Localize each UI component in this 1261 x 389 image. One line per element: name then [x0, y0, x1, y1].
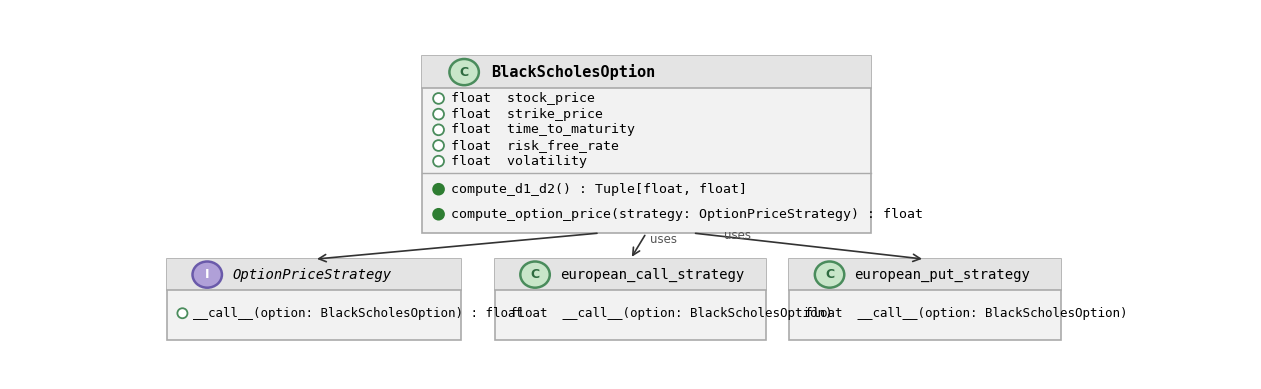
- FancyBboxPatch shape: [166, 259, 462, 290]
- FancyBboxPatch shape: [494, 259, 765, 290]
- Circle shape: [433, 93, 444, 104]
- Text: float  __call__(option: BlackScholesOption): float __call__(option: BlackScholesOptio…: [805, 307, 1127, 320]
- Text: float  volatility: float volatility: [451, 155, 586, 168]
- Ellipse shape: [449, 59, 479, 85]
- Text: BlackScholesOption: BlackScholesOption: [492, 64, 656, 80]
- Ellipse shape: [521, 261, 550, 288]
- Text: float  strike_price: float strike_price: [451, 108, 603, 121]
- FancyBboxPatch shape: [494, 259, 765, 340]
- Text: I: I: [206, 268, 209, 281]
- Circle shape: [433, 124, 444, 135]
- Ellipse shape: [815, 261, 845, 288]
- Text: compute_option_price(strategy: OptionPriceStrategy) : float: compute_option_price(strategy: OptionPri…: [451, 208, 923, 221]
- FancyBboxPatch shape: [789, 259, 1061, 340]
- FancyBboxPatch shape: [789, 259, 1061, 290]
- FancyBboxPatch shape: [421, 56, 871, 233]
- Text: float  __call__(option: BlackScholesOption): float __call__(option: BlackScholesOptio…: [511, 307, 832, 320]
- Text: float  time_to_maturity: float time_to_maturity: [451, 123, 636, 136]
- FancyBboxPatch shape: [421, 56, 871, 88]
- Circle shape: [433, 140, 444, 151]
- Text: compute_d1_d2() : Tuple[float, float]: compute_d1_d2() : Tuple[float, float]: [451, 183, 747, 196]
- Text: european_put_strategy: european_put_strategy: [855, 268, 1030, 282]
- Text: C: C: [531, 268, 540, 281]
- Text: float  stock_price: float stock_price: [451, 92, 595, 105]
- Text: float  risk_free_rate: float risk_free_rate: [451, 139, 619, 152]
- Text: __call__(option: BlackScholesOption) : float: __call__(option: BlackScholesOption) : f…: [193, 307, 523, 320]
- Text: uses: uses: [724, 229, 750, 242]
- Ellipse shape: [193, 261, 222, 288]
- Circle shape: [433, 184, 444, 194]
- Circle shape: [178, 308, 188, 318]
- Text: uses: uses: [651, 233, 677, 246]
- Text: OptionPriceStrategy: OptionPriceStrategy: [232, 268, 391, 282]
- Circle shape: [433, 109, 444, 119]
- Circle shape: [433, 209, 444, 220]
- Text: european_call_strategy: european_call_strategy: [560, 268, 744, 282]
- Text: C: C: [459, 66, 469, 79]
- Text: C: C: [825, 268, 834, 281]
- Circle shape: [433, 156, 444, 166]
- FancyBboxPatch shape: [166, 259, 462, 340]
